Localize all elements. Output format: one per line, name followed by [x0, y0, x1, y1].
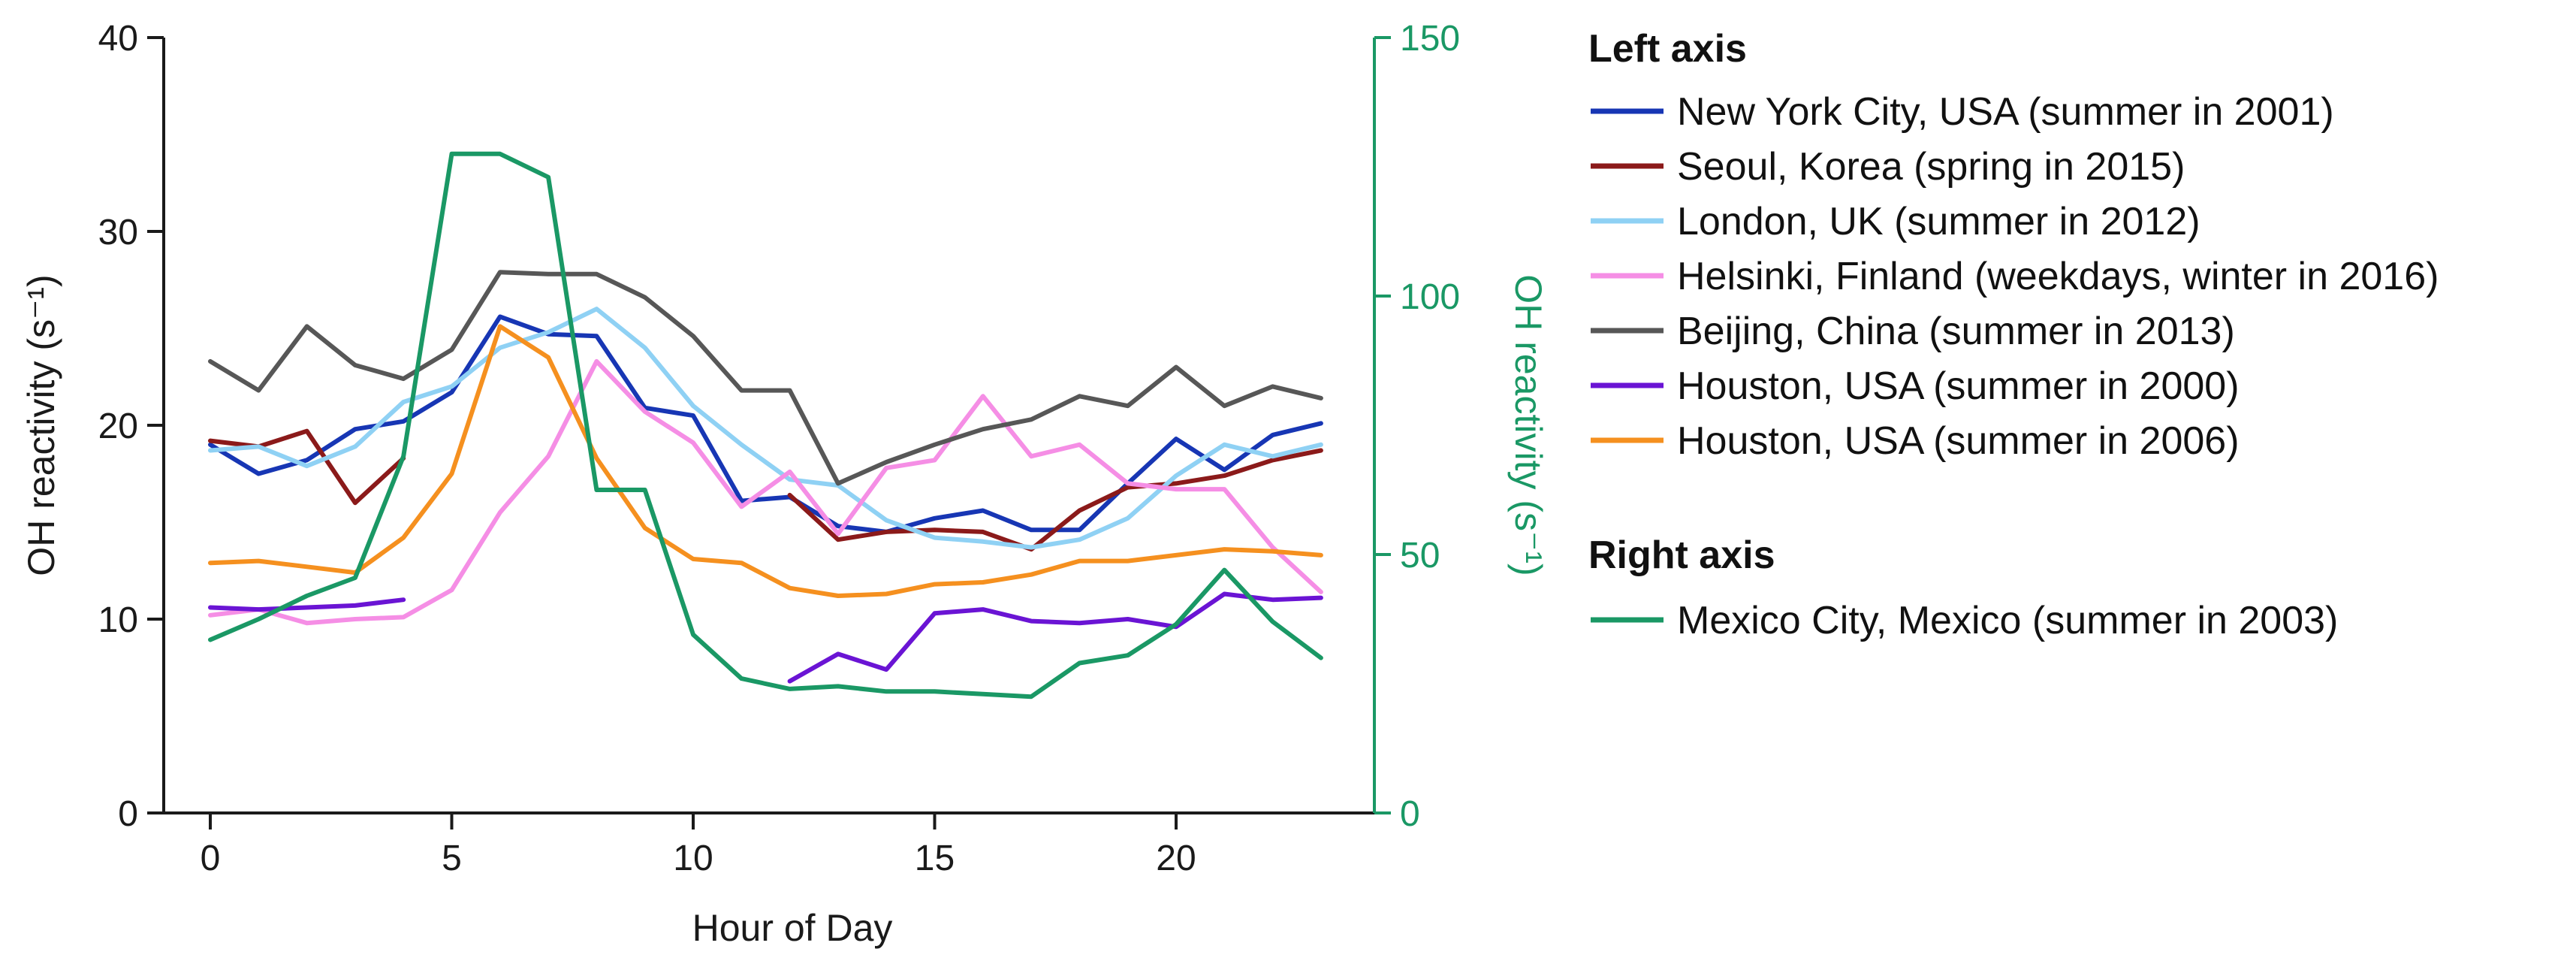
- y-tick-label: 20: [98, 406, 138, 446]
- y2-tick-label: 150: [1400, 19, 1460, 59]
- y-axis-title: OH reactivity (s⁻¹): [20, 274, 62, 576]
- y2-axis-title: OH reactivity (s⁻¹): [1507, 274, 1549, 576]
- series-line-1: [208, 314, 1323, 534]
- legend: Left axis New York City, USA (summer in …: [1588, 27, 2439, 642]
- legend-heading-left: Left axis: [1588, 27, 1747, 71]
- legend-label-7: Houston, USA (summer in 2006): [1677, 419, 2240, 463]
- series-line-4: [208, 358, 1323, 626]
- y2-tick-label: 50: [1400, 536, 1440, 576]
- legend-label-5: Beijing, China (summer in 2013): [1677, 310, 2235, 353]
- x-tick-label: 5: [442, 839, 462, 878]
- legend-label-6: Houston, USA (summer in 2000): [1677, 364, 2240, 408]
- x-tick-label: 10: [673, 839, 713, 878]
- series-line-7: [208, 324, 1323, 598]
- legend-right-items: Mexico City, Mexico (summer in 2003): [1591, 599, 2338, 642]
- series-line-2: [208, 428, 1323, 552]
- legend-label-8: Mexico City, Mexico (summer in 2003): [1677, 599, 2338, 642]
- x-axis-title: Hour of Day: [692, 907, 893, 949]
- y2-tick-label: 0: [1400, 794, 1420, 834]
- legend-label-3: London, UK (summer in 2012): [1677, 200, 2200, 243]
- plot-area: 0 10 20 30 40 0 50 100 150 0 5 10 15 20: [98, 19, 1460, 878]
- x-tick-label: 20: [1156, 839, 1196, 878]
- y2-tick-label: 100: [1400, 277, 1460, 317]
- y-tick-label: 10: [98, 600, 138, 640]
- series-line-3: [208, 307, 1323, 550]
- legend-heading-right: Right axis: [1588, 533, 1775, 577]
- x-axis-ticks: 0 5 10 15 20: [201, 813, 1196, 878]
- legend-left-items: New York City, USA (summer in 2001) Seoul…: [1591, 90, 2439, 463]
- x-tick-label: 15: [915, 839, 955, 878]
- y-tick-label: 30: [98, 213, 138, 252]
- series-line-8: [208, 151, 1323, 700]
- left-axis-ticks: 0 10 20 30 40: [98, 19, 164, 834]
- series-layer: [208, 151, 1323, 700]
- legend-label-4: Helsinki, Finland (weekdays, winter in 2…: [1677, 255, 2439, 298]
- legend-label-2: Seoul, Korea (spring in 2015): [1677, 145, 2185, 189]
- x-tick-label: 0: [201, 839, 221, 878]
- series-line-6: [208, 591, 1323, 684]
- y-tick-label: 0: [118, 794, 138, 834]
- right-axis-ticks: 0 50 100 150: [1374, 19, 1460, 834]
- series-line-5: [208, 270, 1323, 486]
- legend-label-1: New York City, USA (summer in 2001): [1677, 90, 2334, 134]
- y-tick-label: 40: [98, 19, 138, 59]
